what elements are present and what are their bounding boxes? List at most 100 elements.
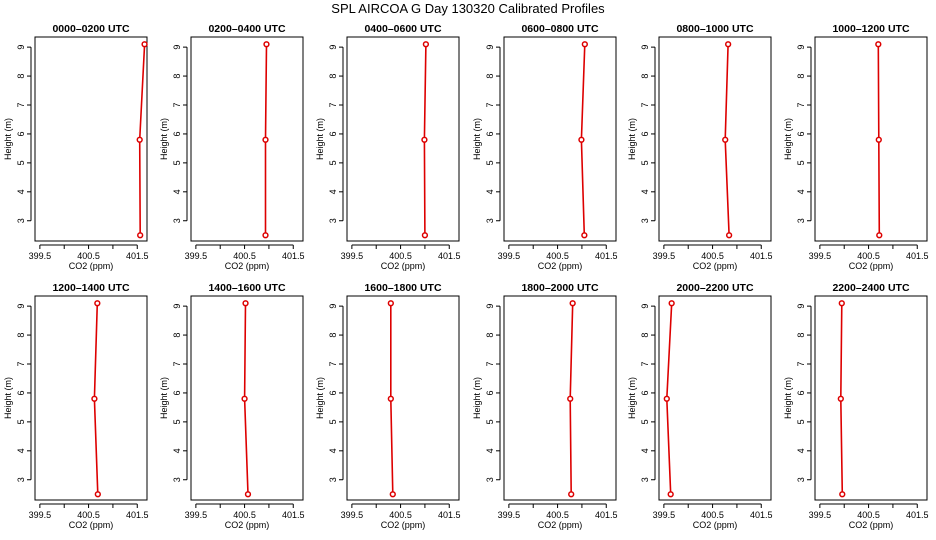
x-tick-label: 400.5 [77,251,100,261]
panel-1: 0000–0200 UTC 399.5 400.5 401.5 CO2 (ppm) 3 4 5… [3,23,149,271]
y-tick-label: 8 [640,74,650,79]
data-point [667,491,674,498]
panels: 0000–0200 UTC 399.5 400.5 401.5 CO2 (ppm) 3 4 5… [3,23,929,530]
y-tick-label: 8 [172,333,182,338]
panel-9: 1600–1800 UTC 399.5 400.5 401.5 CO2 (ppm) 3 4 5… [315,282,461,530]
y-tick-label: 3 [485,477,495,482]
y-tick-label: 6 [640,131,650,136]
x-tick-label: 399.5 [653,510,676,520]
y-tick-label: 3 [640,218,650,223]
data-point [578,136,585,143]
data-point [94,300,101,307]
panel-7: 1200–1400 UTC 399.5 400.5 401.5 CO2 (ppm) 3 4 5… [3,282,149,530]
x-tick-label: 399.5 [341,510,364,520]
y-tick-label: 8 [485,74,495,79]
y-tick-label: 5 [16,160,26,165]
y-tick-label: 7 [172,102,182,107]
x-tick-label: 400.5 [857,251,880,261]
panel-title: 1200–1400 UTC [52,282,129,294]
y-tick-label: 7 [328,361,338,366]
y-axis-label: Height (m) [627,118,637,160]
data-point [244,491,252,498]
panel-11: 2000–2200 UTC 399.5 400.5 401.5 CO2 (ppm) 3 4 5… [627,282,773,530]
data-point [668,300,675,307]
y-tick-label: 5 [485,419,495,424]
plot-frame [503,36,617,242]
y-axis-label: Height (m) [3,118,13,160]
y-tick-label: 9 [485,304,495,309]
y-tick-label: 8 [328,74,338,79]
data-point [568,491,575,498]
y-tick-label: 4 [16,448,26,453]
plot-frame [190,36,304,242]
plot-frame [34,295,148,501]
panel-title: 0200–0400 UTC [208,23,285,35]
y-tick-label: 9 [328,45,338,50]
y-tick-label: 9 [172,304,182,309]
x-axis-label: CO2 (ppm) [225,261,270,271]
y-tick-label: 9 [172,45,182,50]
x-tick-label: 399.5 [653,251,676,261]
y-tick-label: 3 [172,218,182,223]
y-tick-label: 9 [640,45,650,50]
y-tick-label: 3 [328,218,338,223]
y-tick-label: 7 [16,361,26,366]
y-tick-label: 6 [796,131,806,136]
y-tick-label: 5 [640,419,650,424]
plot-frame [346,36,460,242]
y-axis-label: Height (m) [627,377,637,419]
data-point [722,136,729,143]
y-axis-label: Height (m) [159,377,169,419]
panel-2: 0200–0400 UTC 399.5 400.5 401.5 CO2 (ppm) 3 4 5… [159,23,305,271]
panel-title: 1000–1200 UTC [832,23,909,35]
y-tick-label: 9 [485,45,495,50]
y-tick-label: 4 [640,448,650,453]
data-point [581,41,588,48]
data-point [839,491,846,498]
x-tick-label: 401.5 [906,251,929,261]
y-axis-label: Height (m) [315,377,325,419]
y-axis-label: Height (m) [159,118,169,160]
y-tick-label: 8 [796,74,806,79]
x-axis-label: CO2 (ppm) [69,261,114,271]
x-axis-label: CO2 (ppm) [538,261,583,271]
figure-title: SPL AIRCOA G Day 130320 Calibrated Profi… [331,1,605,16]
x-axis-label: CO2 (ppm) [693,261,738,271]
y-tick-label: 4 [328,448,338,453]
x-tick-label: 400.5 [546,510,569,520]
y-axis-label: Height (m) [472,118,482,160]
data-point [389,491,396,498]
y-tick-label: 3 [796,477,806,482]
panel-3: 0400–0600 UTC 399.5 400.5 401.5 CO2 (ppm) 3 4 5… [315,23,461,271]
panel-title: 0400–0600 UTC [364,23,441,35]
x-tick-label: 399.5 [498,510,521,520]
panel-title: 2200–2400 UTC [832,282,909,294]
y-tick-label: 3 [172,477,182,482]
y-tick-label: 8 [328,333,338,338]
y-tick-label: 5 [328,419,338,424]
x-tick-label: 400.5 [389,251,412,261]
panel-title: 1800–2000 UTC [521,282,598,294]
y-tick-label: 3 [485,218,495,223]
y-tick-label: 6 [328,131,338,136]
x-tick-label: 399.5 [29,510,52,520]
x-tick-label: 399.5 [185,510,208,520]
x-axis-label: CO2 (ppm) [69,520,114,530]
data-point [94,491,101,498]
x-tick-label: 400.5 [701,510,724,520]
data-point [875,136,882,143]
y-tick-label: 9 [640,304,650,309]
plot-frame [34,36,148,242]
panel-12: 2200–2400 UTC 399.5 400.5 401.5 CO2 (ppm) 3 4 5… [783,282,929,530]
x-tick-label: 401.5 [438,510,461,520]
x-tick-label: 399.5 [341,251,364,261]
y-tick-label: 9 [16,304,26,309]
y-axis-label: Height (m) [783,377,793,419]
y-tick-label: 7 [172,361,182,366]
y-tick-label: 9 [796,45,806,50]
y-tick-label: 4 [640,189,650,194]
y-tick-label: 3 [796,218,806,223]
x-tick-label: 400.5 [233,251,256,261]
panel-title: 2000–2200 UTC [676,282,753,294]
data-point [837,395,844,402]
